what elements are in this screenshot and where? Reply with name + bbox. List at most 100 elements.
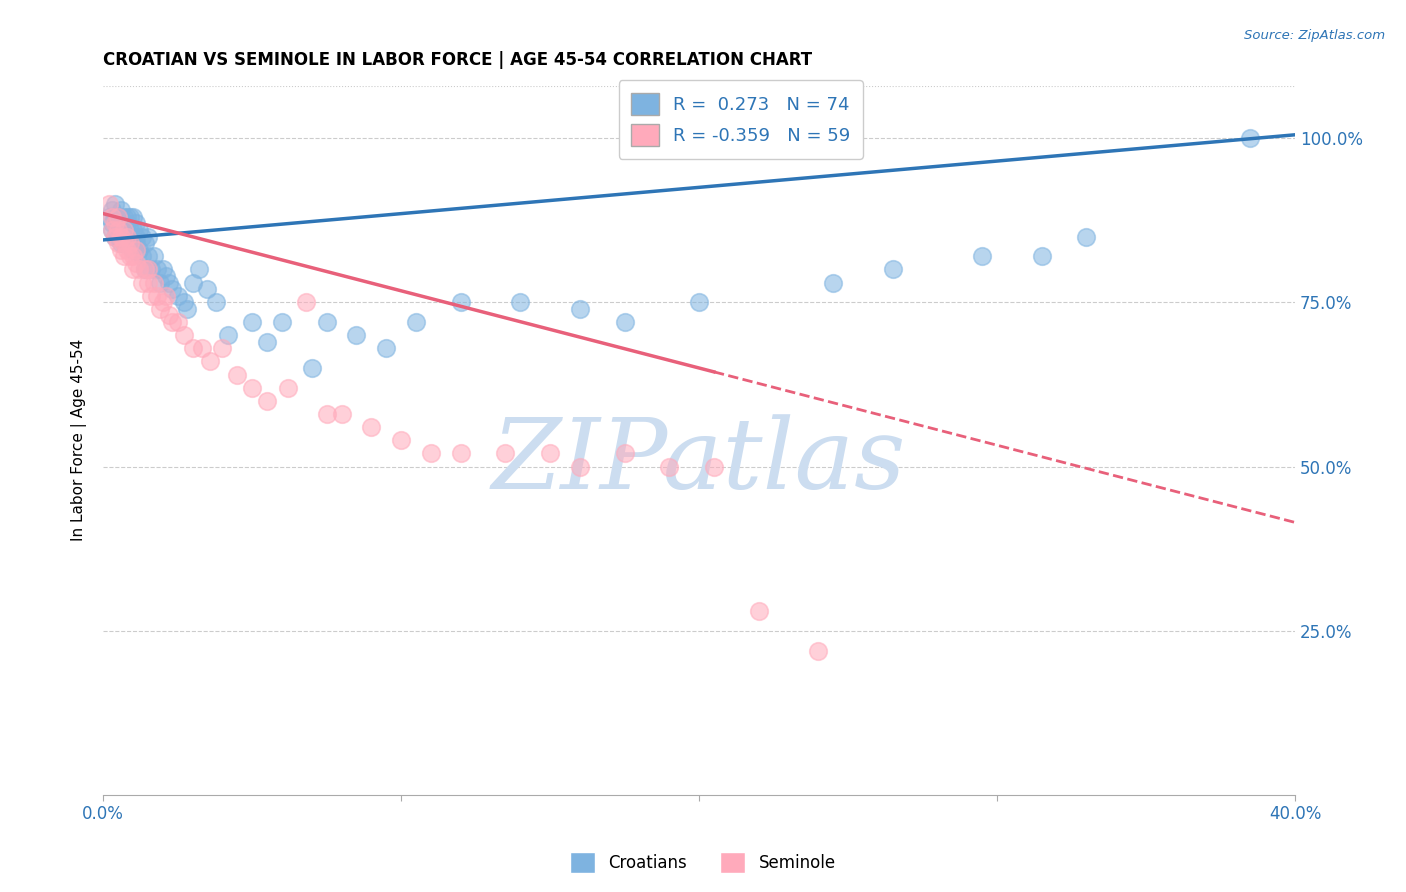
Point	[104, 229, 127, 244]
Text: CROATIAN VS SEMINOLE IN LABOR FORCE | AGE 45-54 CORRELATION CHART: CROATIAN VS SEMINOLE IN LABOR FORCE | AG…	[103, 51, 813, 69]
Point	[146, 262, 169, 277]
Point	[112, 210, 135, 224]
Point	[613, 446, 636, 460]
Point	[134, 262, 156, 277]
Point	[118, 249, 141, 263]
Point	[101, 223, 124, 237]
Point	[122, 223, 145, 237]
Point	[315, 315, 337, 329]
Point	[1031, 249, 1053, 263]
Point	[538, 446, 561, 460]
Point	[256, 393, 278, 408]
Point	[136, 276, 159, 290]
Point	[115, 243, 138, 257]
Point	[98, 196, 121, 211]
Point	[134, 236, 156, 251]
Point	[688, 295, 710, 310]
Point	[131, 229, 153, 244]
Point	[613, 315, 636, 329]
Point	[157, 276, 180, 290]
Point	[104, 217, 127, 231]
Point	[115, 229, 138, 244]
Point	[122, 249, 145, 263]
Point	[104, 196, 127, 211]
Point	[104, 210, 127, 224]
Point	[125, 256, 148, 270]
Point	[173, 328, 195, 343]
Point	[128, 243, 150, 257]
Point	[118, 223, 141, 237]
Point	[217, 328, 239, 343]
Point	[110, 236, 132, 251]
Point	[107, 210, 129, 224]
Point	[509, 295, 531, 310]
Point	[176, 301, 198, 316]
Point	[110, 243, 132, 257]
Point	[110, 229, 132, 244]
Point	[112, 223, 135, 237]
Point	[107, 210, 129, 224]
Point	[494, 446, 516, 460]
Point	[240, 381, 263, 395]
Point	[568, 459, 591, 474]
Point	[211, 341, 233, 355]
Point	[315, 407, 337, 421]
Point	[703, 459, 725, 474]
Point	[134, 262, 156, 277]
Point	[128, 223, 150, 237]
Point	[112, 236, 135, 251]
Point	[389, 434, 412, 448]
Point	[101, 217, 124, 231]
Point	[112, 249, 135, 263]
Point	[882, 262, 904, 277]
Y-axis label: In Labor Force | Age 45-54: In Labor Force | Age 45-54	[72, 339, 87, 541]
Point	[118, 236, 141, 251]
Point	[405, 315, 427, 329]
Point	[187, 262, 209, 277]
Point	[166, 315, 188, 329]
Point	[181, 276, 204, 290]
Point	[107, 217, 129, 231]
Point	[104, 229, 127, 244]
Point	[346, 328, 368, 343]
Point	[190, 341, 212, 355]
Point	[173, 295, 195, 310]
Point	[295, 295, 318, 310]
Point	[107, 229, 129, 244]
Point	[226, 368, 249, 382]
Point	[160, 282, 183, 296]
Point	[1239, 131, 1261, 145]
Point	[112, 236, 135, 251]
Point	[152, 295, 174, 310]
Point	[277, 381, 299, 395]
Point	[160, 315, 183, 329]
Point	[149, 276, 172, 290]
Point	[450, 295, 472, 310]
Point	[112, 223, 135, 237]
Point	[166, 289, 188, 303]
Point	[110, 217, 132, 231]
Point	[107, 223, 129, 237]
Point	[271, 315, 294, 329]
Point	[115, 229, 138, 244]
Point	[125, 217, 148, 231]
Point	[136, 249, 159, 263]
Point	[823, 276, 845, 290]
Point	[112, 229, 135, 244]
Point	[972, 249, 994, 263]
Point	[360, 420, 382, 434]
Point	[142, 276, 165, 290]
Point	[101, 203, 124, 218]
Point	[658, 459, 681, 474]
Point	[110, 203, 132, 218]
Point	[240, 315, 263, 329]
Point	[155, 268, 177, 283]
Point	[146, 289, 169, 303]
Point	[101, 210, 124, 224]
Point	[450, 446, 472, 460]
Point	[142, 249, 165, 263]
Point	[125, 229, 148, 244]
Point	[115, 217, 138, 231]
Point	[197, 282, 219, 296]
Point	[131, 276, 153, 290]
